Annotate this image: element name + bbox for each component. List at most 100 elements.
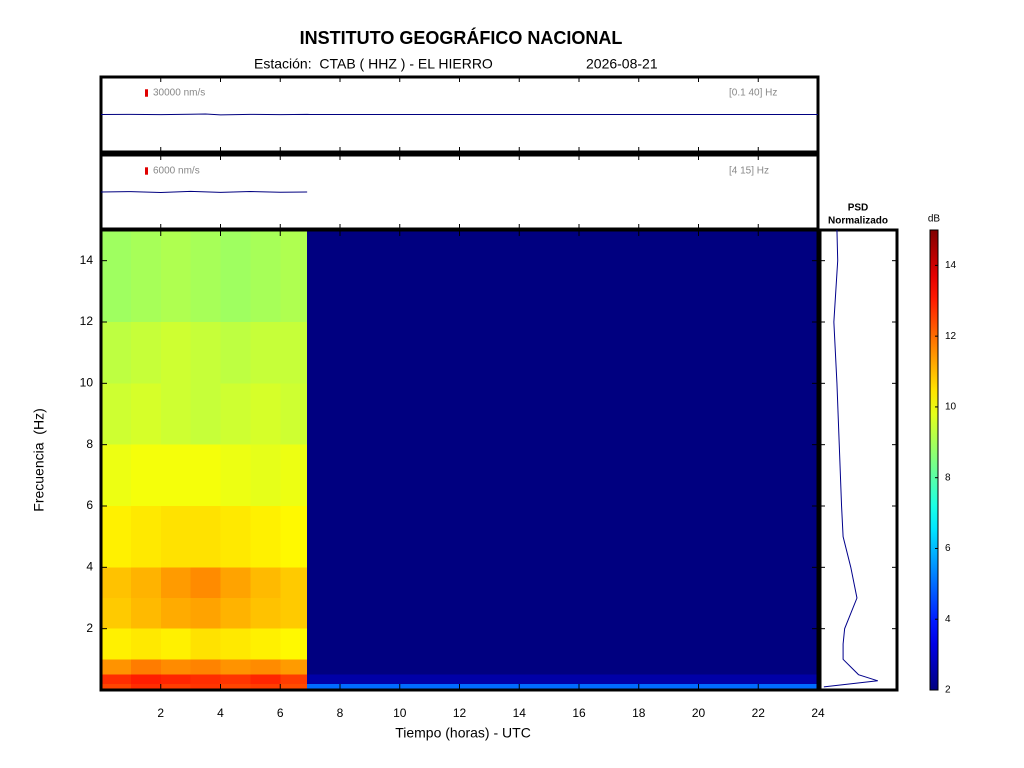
heatmap-cell: [307, 567, 818, 598]
heatmap-cell: [250, 567, 281, 598]
heatmap-cell: [250, 444, 281, 506]
heatmap-cell: [190, 230, 221, 322]
trace-line: [100, 113, 818, 116]
y-tick-label: 12: [80, 314, 94, 328]
title: INSTITUTO GEOGRÁFICO NACIONAL: [300, 27, 623, 48]
y-tick-label: 14: [80, 253, 94, 267]
heatmap-cell: [250, 628, 281, 660]
heatmap-cell: [307, 506, 818, 568]
psd-title: Normalizado: [828, 216, 888, 227]
heatmap-cell: [220, 444, 251, 506]
y-tick-label: 6: [86, 498, 93, 512]
heatmap-cell: [250, 506, 281, 568]
heatmap-cell: [250, 659, 281, 675]
colorbar-tick-label: 10: [945, 402, 957, 413]
scale-bar: [145, 89, 148, 97]
band-label: [4 15] Hz: [729, 166, 769, 177]
heatmap-cell: [160, 683, 191, 690]
heatmap-cell: [101, 506, 131, 568]
x-tick-label: 4: [217, 706, 224, 720]
heatmap-cell: [190, 444, 221, 506]
heatmap-cell: [101, 628, 131, 660]
psd-title: PSD: [848, 203, 869, 214]
heatmap-cell: [250, 230, 281, 322]
heatmap-cell: [307, 659, 818, 675]
colorbar-tick-label: 8: [945, 472, 951, 483]
x-tick-label: 22: [752, 706, 766, 720]
heatmap-cell: [280, 674, 308, 684]
heatmap-cell: [130, 683, 161, 690]
heatmap-cell: [101, 230, 131, 322]
heatmap-cell: [130, 506, 161, 568]
heatmap-cell: [280, 628, 308, 660]
colorbar-tick-label: 4: [945, 614, 951, 625]
x-tick-label: 10: [393, 706, 407, 720]
colorbar-tick-label: 14: [945, 260, 957, 271]
heatmap-cell: [307, 383, 818, 445]
scale-label: 6000 nm/s: [153, 166, 200, 177]
heatmap-cell: [280, 683, 308, 690]
heatmap-cell: [130, 230, 161, 322]
heatmap-cell: [160, 628, 191, 660]
heatmap-cell: [220, 628, 251, 660]
heatmap-cell: [190, 322, 221, 384]
heatmap-cell: [280, 506, 308, 568]
heatmap-cell: [101, 659, 131, 675]
x-tick-label: 2: [157, 706, 164, 720]
heatmap-cell: [130, 567, 161, 598]
band-label: [0.1 40] Hz: [729, 88, 777, 99]
heatmap-cell: [190, 659, 221, 675]
y-tick-label: 10: [80, 376, 94, 390]
heatmap-cell: [307, 674, 818, 684]
heatmap-cell: [280, 444, 308, 506]
heatmap-cell: [250, 674, 281, 684]
y-tick-label: 8: [86, 437, 93, 451]
heatmap-cell: [190, 683, 221, 690]
heatmap-cell: [160, 322, 191, 384]
heatmap-cell: [190, 598, 221, 629]
heatmap-cell: [250, 383, 281, 445]
heatmap-cell: [101, 598, 131, 629]
heatmap-cell: [101, 683, 131, 690]
colorbar-tick-label: 6: [945, 543, 951, 554]
heatmap-cell: [160, 674, 191, 684]
heatmap-cell: [130, 322, 161, 384]
scale-bar: [145, 167, 148, 175]
heatmap-cell: [160, 506, 191, 568]
heatmap-cell: [307, 230, 818, 322]
heatmap-cell: [220, 230, 251, 322]
psd-frame: [818, 228, 899, 692]
heatmap-cell: [220, 683, 251, 690]
colorbar: [929, 229, 939, 691]
heatmap-cell: [250, 683, 281, 690]
heatmap-cell: [307, 322, 818, 384]
heatmap-cell: [307, 598, 818, 629]
heatmap-cell: [250, 598, 281, 629]
heatmap-cell: [307, 444, 818, 506]
heatmap-cell: [101, 674, 131, 684]
heatmap-cell: [130, 659, 161, 675]
heatmap-cell: [190, 506, 221, 568]
y-tick-label: 4: [86, 560, 93, 574]
x-tick-label: 14: [513, 706, 527, 720]
heatmap-cell: [190, 628, 221, 660]
trace-line: [100, 190, 308, 193]
colorbar-tick-label: 12: [945, 331, 957, 342]
x-tick-label: 12: [453, 706, 467, 720]
heatmap-cell: [130, 628, 161, 660]
heatmap-cell: [160, 659, 191, 675]
heatmap-cell: [160, 444, 191, 506]
x-tick-label: 6: [277, 706, 284, 720]
heatmap-cell: [307, 628, 818, 660]
scale-label: 30000 nm/s: [153, 88, 205, 99]
psd-line: [823, 229, 878, 688]
heatmap-cell: [160, 383, 191, 445]
heatmap-cell: [280, 383, 308, 445]
heatmap-cell: [307, 683, 818, 690]
heatmap-cell: [190, 383, 221, 445]
heatmap-cell: [220, 506, 251, 568]
heatmap-cell: [160, 567, 191, 598]
x-axis-label: Tiempo (horas) - UTC: [395, 725, 531, 741]
heatmap-cell: [250, 322, 281, 384]
